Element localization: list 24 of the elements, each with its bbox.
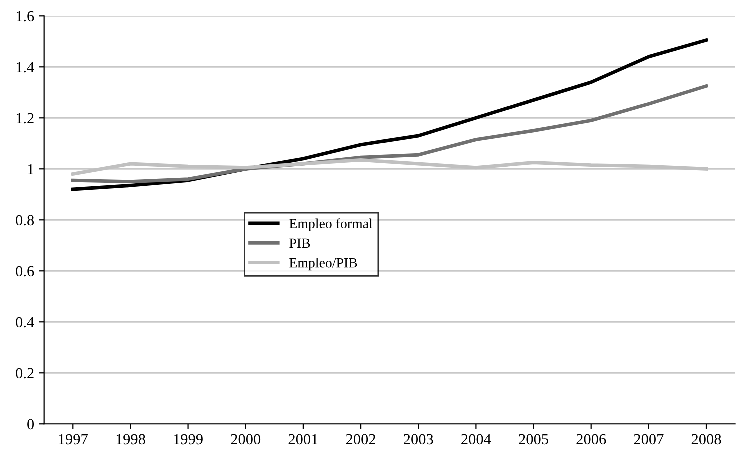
x-tick-label: 1998 [116,434,146,445]
x-tick-label: 1997 [59,434,88,445]
y-tick-label: 0.6 [16,266,34,277]
x-tick-label: 2003 [404,434,434,445]
x-tick-label: 2008 [692,434,722,445]
y-tick-label: 0.8 [16,215,34,226]
y-tick-label: 0.2 [16,368,34,379]
x-tick-label: 1999 [174,434,203,445]
x-tick-label: 2001 [288,434,318,445]
y-tick-label: 1 [28,164,34,174]
legend-label: Empleo formal [290,218,373,232]
x-tick-label: 2000 [231,434,261,445]
y-tick-label: 0 [28,419,34,430]
y-tick-label: 1.2 [16,113,34,124]
x-tick-label: 2005 [519,434,548,445]
y-tick-label: 0.4 [16,317,34,328]
legend-label: Empleo/PIB [290,258,358,271]
x-tick-label: 2004 [462,434,492,445]
x-tick-label: 2006 [576,434,606,445]
x-tick-label: 2002 [346,434,376,445]
y-tick-label: 1.6 [16,11,34,22]
x-tick-label: 2007 [634,434,664,445]
y-tick-label: 1.4 [16,62,34,73]
legend-label: PIB [290,238,310,248]
